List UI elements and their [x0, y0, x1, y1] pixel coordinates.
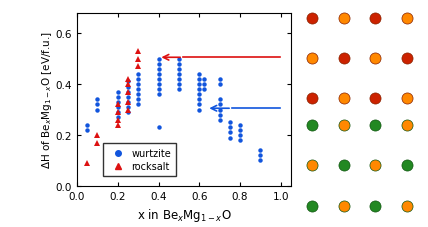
Legend: wurtzite, rocksalt: wurtzite, rocksalt [103, 144, 176, 176]
X-axis label: x in Be$_x$Mg$_{1-x}$O: x in Be$_x$Mg$_{1-x}$O [137, 207, 232, 223]
Y-axis label: ΔH of Be$_x$Mg$_{1-x}$O [eV/f.u.]: ΔH of Be$_x$Mg$_{1-x}$O [eV/f.u.] [40, 31, 54, 169]
